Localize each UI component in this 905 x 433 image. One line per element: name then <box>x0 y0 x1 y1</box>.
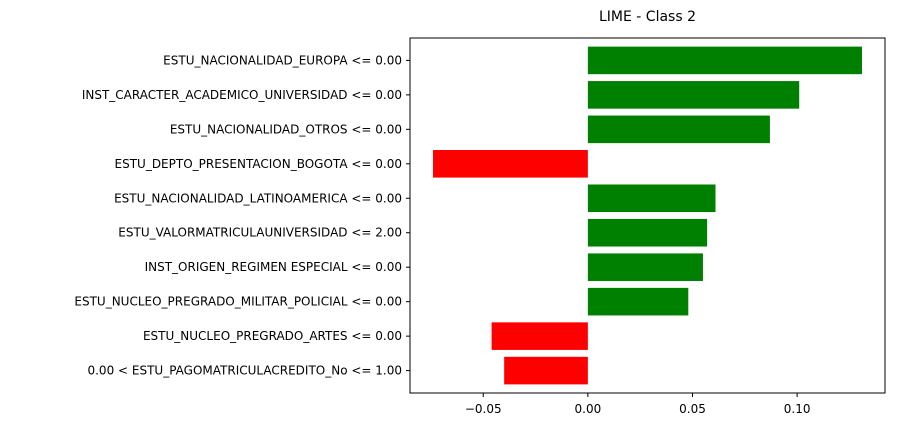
bar-0 <box>587 46 862 75</box>
bar-8 <box>491 322 588 350</box>
x-tick-label: 0.05 <box>679 402 706 416</box>
bar-4 <box>587 184 716 213</box>
chart-title: LIME - Class 2 <box>599 9 696 25</box>
bar-7 <box>587 287 689 316</box>
y-tick-labels: ESTU_NACIONALIDAD_EUROPA <= 0.00 INST_CAR… <box>74 53 410 378</box>
bar-9 <box>504 356 588 385</box>
bar-6 <box>587 253 703 281</box>
bars-group <box>433 46 862 385</box>
x-tick-label: −0.05 <box>465 402 502 416</box>
y-tick-label: ESTU_NUCLEO_PREGRADO_MILITAR_POLICIAL <=… <box>74 295 402 309</box>
y-tick-label: ESTU_NACIONALIDAD_EUROPA <= 0.00 <box>163 53 402 67</box>
y-tick-label: ESTU_VALORMATRICULAUNIVERSIDAD <= 2.00 <box>118 226 402 240</box>
y-tick-label: ESTU_NACIONALIDAD_LATINOAMERICA <= 0.00 <box>114 191 402 205</box>
y-tick-label: 0.00 < ESTU_PAGOMATRICULACREDITO_No <= 1… <box>87 364 402 378</box>
bar-1 <box>587 81 800 109</box>
y-tick-label: INST_ORIGEN_REGIMEN ESPECIAL <= 0.00 <box>145 260 402 274</box>
x-tick-label: 0.00 <box>575 402 602 416</box>
y-tick-label: ESTU_NUCLEO_PREGRADO_ARTES <= 0.00 <box>143 329 402 343</box>
bar-5 <box>587 218 708 247</box>
plot-frame <box>409 37 886 394</box>
y-tick-label: ESTU_NACIONALIDAD_OTROS <= 0.00 <box>170 122 402 136</box>
y-tick-label: INST_CARACTER_ACADEMICO_UNIVERSIDAD <= 0… <box>82 88 402 102</box>
bar-3 <box>433 150 588 178</box>
x-ticks: −0.05 0.00 0.05 0.10 <box>465 393 811 416</box>
bar-2 <box>587 115 770 144</box>
y-tick-label: ESTU_DEPTO_PRESENTACION_BOGOTA <= 0.00 <box>115 157 403 171</box>
x-tick-label: 0.10 <box>784 402 811 416</box>
